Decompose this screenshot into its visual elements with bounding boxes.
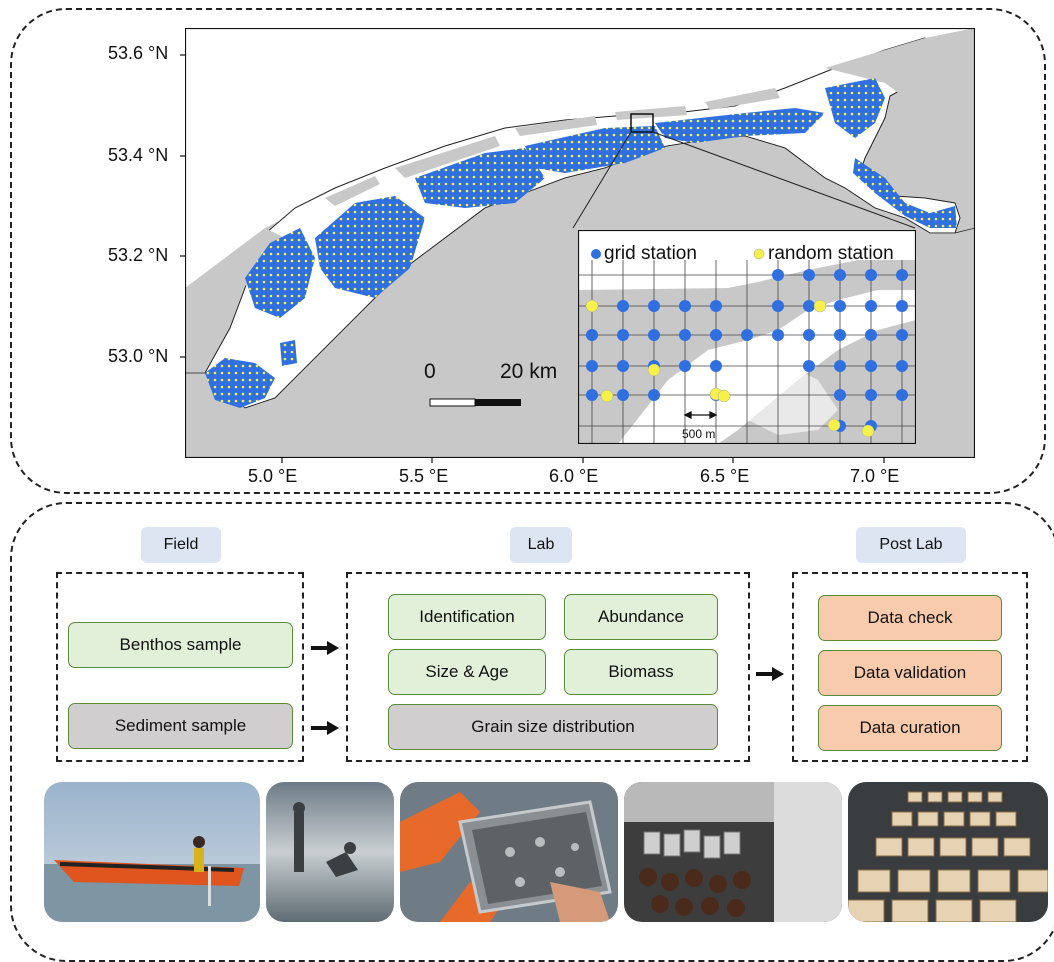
inset-legend-grid: grid station	[604, 243, 697, 264]
scale-bar-end-label: 20 km	[500, 360, 558, 383]
data-curation-step: Data curation	[818, 705, 1002, 751]
sample-trays-photo	[848, 782, 1048, 922]
scale-bar-black	[475, 399, 521, 406]
legend-grid-marker	[591, 249, 601, 259]
map-axis-ticks	[180, 54, 885, 463]
legend-random-marker	[753, 248, 765, 260]
station-cluster-vlie	[315, 196, 425, 298]
terschelling-island	[395, 136, 500, 178]
sieve-photo	[400, 782, 618, 922]
station-cluster-small	[280, 340, 297, 366]
station-cluster-west	[205, 358, 275, 408]
abundance-step: Abundance	[564, 594, 718, 640]
post-lab-header: Post Lab	[856, 527, 966, 563]
station-cluster-ameland	[415, 148, 545, 208]
arrow-benthos-to-lab	[311, 641, 339, 655]
post-lab-box	[792, 572, 1028, 762]
random-stations	[585, 299, 875, 438]
lon-label-6-5: 6.5 °E	[700, 466, 750, 486]
boat-photo	[44, 782, 260, 922]
station-cluster-dollard	[853, 158, 957, 228]
station-cluster-groningen	[655, 108, 825, 143]
lon-label-5-0: 5.0 °E	[248, 466, 298, 486]
data-check-step: Data check	[818, 595, 1002, 641]
lat-label-53-0: 53.0 °N	[108, 346, 169, 366]
lon-label-5-5: 5.5 °E	[399, 466, 449, 486]
field-header: Field	[141, 527, 221, 563]
size-age-step: Size & Age	[388, 649, 546, 695]
lat-label-53-4: 53.4 °N	[108, 145, 169, 165]
inset-locator-box	[630, 113, 654, 133]
lat-label-53-6: 53.6 °N	[108, 43, 169, 63]
arrow-sediment-to-lab	[311, 721, 339, 735]
station-cluster-frisian	[525, 126, 665, 173]
station-cluster-marsdiep	[245, 228, 315, 318]
sediment-sample-step: Sediment sample	[68, 703, 293, 749]
lon-label-7-0: 7.0 °E	[850, 466, 900, 486]
rottumeroog-island	[705, 88, 780, 110]
biomass-step: Biomass	[564, 649, 718, 695]
lon-label-6-0: 6.0 °E	[549, 466, 599, 486]
vlieland-island	[325, 176, 380, 206]
ameland-island	[515, 116, 597, 136]
inset-spacing-label: 500 m	[682, 427, 716, 441]
station-cluster-ems	[825, 78, 885, 138]
inset-legend-random: random station	[768, 243, 894, 264]
lab-box	[346, 572, 750, 762]
tidal-flat-photo	[266, 782, 394, 922]
scale-bar-start-label: 0	[424, 360, 436, 383]
benthos-sample-step: Benthos sample	[68, 622, 293, 668]
identification-step: Identification	[388, 594, 546, 640]
spacing-arrow	[683, 410, 718, 420]
lat-label-53-2: 53.2 °N	[108, 245, 169, 265]
german-coast	[825, 28, 975, 148]
lab-header: Lab	[510, 527, 572, 563]
schiermonnikoog-island	[615, 106, 687, 120]
map-panel	[10, 8, 1046, 494]
arrow-lab-to-postlab	[756, 667, 784, 681]
grain-size-step: Grain size distribution	[388, 704, 718, 750]
sample-jars-photo	[624, 782, 842, 922]
station-grid-inset	[578, 230, 916, 444]
data-validation-step: Data validation	[818, 650, 1002, 696]
field-box	[56, 572, 304, 762]
